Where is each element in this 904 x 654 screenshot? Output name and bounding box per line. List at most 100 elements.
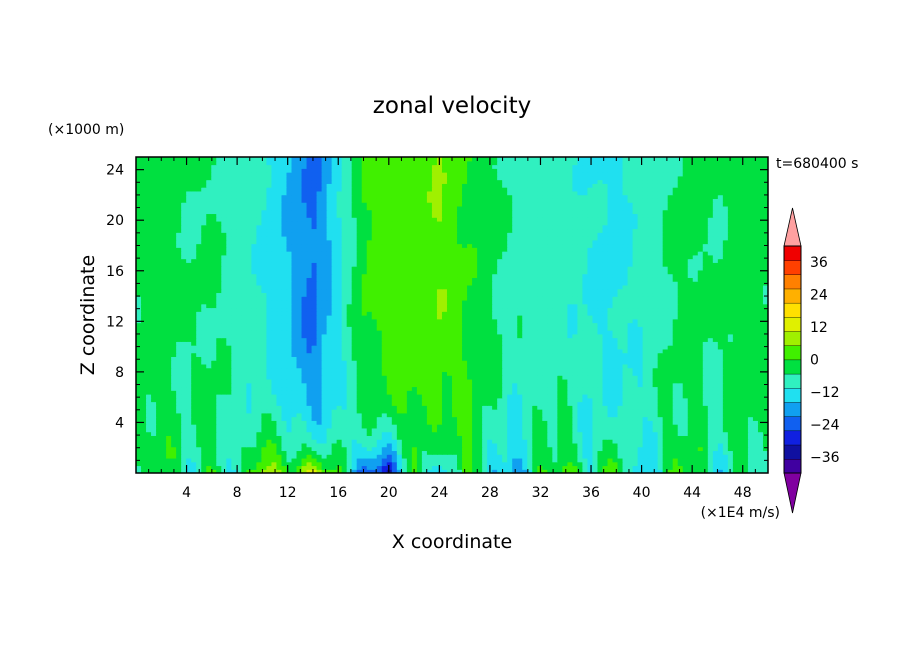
field-cell	[321, 446, 328, 452]
field-cell	[376, 427, 383, 433]
field-cell	[562, 371, 568, 376]
field-cell	[577, 367, 584, 373]
field-cell	[326, 446, 333, 452]
field-cell	[627, 326, 634, 331]
field-cell	[386, 367, 393, 373]
field-cell	[206, 386, 212, 391]
field-cell	[637, 330, 644, 335]
field-cell	[361, 322, 368, 327]
field-cell	[612, 427, 619, 433]
field-cell	[406, 420, 413, 425]
field-cell	[567, 457, 573, 463]
field-cell	[742, 356, 749, 361]
field-cell	[236, 469, 242, 473]
field-cell	[401, 322, 408, 327]
field-cell	[401, 330, 408, 335]
field-cell	[356, 375, 363, 380]
field-cell	[542, 427, 548, 433]
field-cell	[176, 450, 182, 455]
field-cell	[477, 382, 483, 388]
field-cell	[186, 469, 192, 473]
field-cell	[547, 378, 553, 384]
field-cell	[597, 439, 604, 444]
field-cell	[136, 352, 142, 357]
field-cell	[517, 397, 523, 403]
field-cell	[416, 333, 423, 339]
field-cell	[627, 405, 634, 410]
field-cell	[291, 360, 298, 365]
field-cell	[712, 401, 719, 406]
field-cell	[717, 371, 724, 376]
field-cell	[647, 330, 654, 335]
field-cell	[306, 375, 313, 380]
field-cell	[642, 382, 649, 388]
field-cell	[161, 412, 167, 418]
field-cell	[161, 442, 167, 448]
field-cell	[652, 326, 659, 331]
field-cell	[657, 363, 664, 369]
field-cell	[421, 375, 428, 380]
field-cell	[482, 352, 488, 357]
field-cell	[642, 397, 649, 403]
field-cell	[231, 378, 237, 384]
field-cell	[356, 326, 363, 331]
field-cell	[607, 345, 614, 350]
field-cell	[667, 356, 674, 361]
field-cell	[717, 382, 724, 388]
field-cell	[391, 450, 398, 455]
field-cell	[196, 405, 202, 410]
field-cell	[712, 363, 719, 369]
field-cell	[361, 450, 368, 455]
field-cell	[171, 378, 177, 384]
field-cell	[462, 450, 468, 455]
field-cell	[286, 435, 293, 440]
field-cell	[311, 409, 318, 414]
field-cell	[411, 333, 418, 339]
field-cell	[326, 416, 333, 421]
field-cell	[401, 397, 408, 403]
field-cell	[176, 326, 182, 331]
field-cell	[401, 469, 408, 473]
field-cell	[597, 352, 604, 357]
field-cell	[602, 416, 609, 421]
field-cell	[632, 341, 639, 346]
field-cell	[562, 461, 568, 467]
field-cell	[416, 341, 423, 346]
field-cell	[191, 457, 197, 463]
field-cell	[602, 427, 609, 433]
field-cell	[396, 427, 403, 433]
field-cell	[171, 450, 177, 455]
field-cell	[587, 326, 594, 331]
field-cell	[647, 397, 654, 403]
field-cell	[181, 424, 187, 429]
field-cell	[732, 454, 739, 459]
field-cell	[241, 401, 247, 406]
field-cell	[562, 360, 568, 365]
field-cell	[236, 378, 242, 384]
field-cell	[251, 333, 257, 339]
field-cell	[577, 461, 584, 467]
field-cell	[441, 326, 448, 331]
field-cell	[757, 435, 764, 440]
field-cell	[261, 386, 268, 391]
field-cell	[336, 360, 343, 365]
field-cell	[211, 360, 217, 365]
field-cell	[201, 397, 207, 403]
field-cell	[627, 330, 634, 335]
field-cell	[306, 397, 313, 403]
field-cell	[426, 442, 433, 448]
field-cell	[522, 330, 528, 335]
field-cell	[276, 337, 283, 342]
field-cell	[607, 431, 614, 436]
field-cell	[211, 450, 217, 455]
field-cell	[687, 348, 694, 354]
field-cell	[281, 348, 288, 354]
field-cell	[607, 352, 614, 357]
field-cell	[441, 337, 448, 342]
field-cell	[752, 401, 759, 406]
field-cell	[316, 363, 323, 369]
field-cell	[221, 450, 227, 455]
field-cell	[582, 345, 589, 350]
field-cell	[517, 469, 523, 473]
field-cell	[436, 446, 443, 452]
